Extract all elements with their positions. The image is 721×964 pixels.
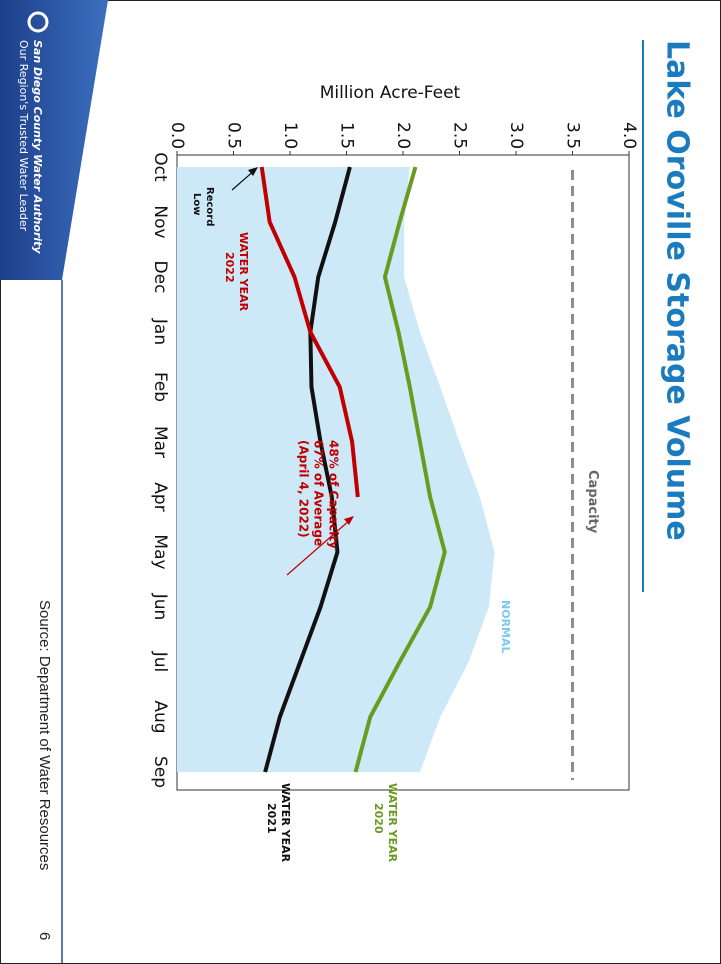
y-tick-label: 3.5	[563, 122, 583, 149]
series-label: 2022	[223, 252, 236, 283]
y-axis-title: Million Acre-Feet	[320, 83, 461, 103]
x-tick-label: May	[150, 534, 170, 569]
annotation: 67% of Average	[312, 440, 326, 546]
series-label: WATER YEAR	[237, 232, 250, 312]
annotation-arrow	[286, 519, 351, 576]
series-label: 2021	[265, 803, 278, 834]
x-tick-label: Jun	[150, 593, 170, 621]
arrow-head	[344, 516, 354, 525]
logo-text: San Diego County Water Authority	[31, 40, 44, 254]
series-label: 2020	[372, 803, 385, 834]
x-tick-label: Feb	[150, 372, 170, 402]
source: Source: Department of Water Resources	[36, 600, 53, 870]
x-tick-label: Aug	[150, 700, 170, 733]
capacity-label: Capacity	[585, 470, 600, 534]
series-label: WATER YEAR	[279, 783, 292, 863]
x-tick-label: Dec	[150, 261, 170, 294]
x-tick-label: Mar	[150, 426, 170, 458]
chart-title: Lake Oroville Storage Volume	[660, 40, 695, 541]
y-tick-label: 3.0	[506, 122, 526, 149]
y-tick-label: 1.0	[280, 122, 300, 149]
annotation: Record	[204, 187, 215, 226]
x-tick-label: Nov	[150, 205, 170, 238]
series-line	[353, 166, 447, 773]
normal-area	[177, 167, 495, 772]
series-line	[263, 166, 352, 773]
x-tick-label: Sep	[150, 756, 170, 788]
logo-band	[0, 0, 108, 280]
page-number: 6	[36, 932, 53, 940]
series-label: WATER YEAR	[386, 783, 399, 863]
annotation: 48% of Capacity	[327, 440, 341, 549]
logo-icon	[27, 11, 49, 33]
y-tick-label: 4.0	[619, 122, 639, 149]
plot: NORMAL 0.0 0.5 1.0 1.5 2.0 2.5 3.0 3.5 4.0 Oct Nov D…	[150, 122, 639, 863]
y-tick-label: 0.5	[224, 122, 244, 149]
x-tick-label: Jul	[150, 651, 170, 673]
x-tick-label: Apr	[150, 482, 170, 511]
annotation: Low	[191, 193, 202, 215]
area-label: NORMAL	[499, 600, 512, 654]
series-line	[259, 166, 360, 498]
x-tick-label: Jan	[150, 318, 170, 345]
y-tick-label: 0.0	[167, 122, 187, 149]
arrow-head	[248, 167, 258, 176]
logo-text: Our Region's Trusted Water Leader	[17, 40, 30, 232]
y-tick-label: 1.5	[337, 122, 357, 149]
y-tick-label: 2.5	[450, 122, 470, 149]
x-tick-label: Oct	[150, 152, 170, 182]
annotation: (April 4, 2022)	[297, 440, 311, 538]
y-tick-label: 2.0	[393, 122, 413, 149]
